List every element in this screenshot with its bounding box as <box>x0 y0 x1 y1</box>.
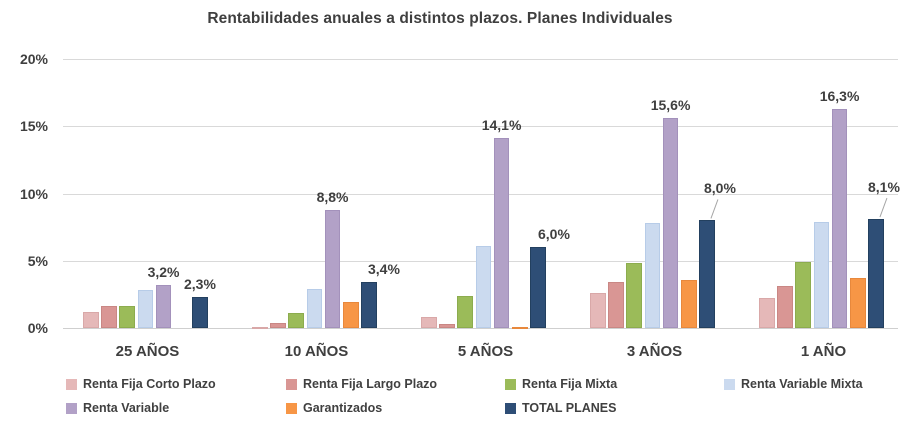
bar-renta-fija-mixta-3-a-os <box>626 263 642 328</box>
legend-label-renta-variable-mixta: Renta Variable Mixta <box>741 377 863 391</box>
chart-title: Rentabilidades anuales a distintos plazo… <box>207 10 673 27</box>
data-label-renta-variable-1-a-o: 16,3% <box>819 87 860 104</box>
bar-garantizados-10-a-os <box>343 302 359 328</box>
legend-swatch-renta-fija-mixta <box>505 378 516 390</box>
gridline-10 <box>63 193 898 195</box>
bar-renta-fija-largo-plazo-3-a-os <box>608 282 624 328</box>
leader-line-1-a-o <box>879 197 888 218</box>
bar-renta-variable-mixta-5-a-os <box>475 245 492 328</box>
bar-renta-fija-corto-plazo-10-a-os <box>252 326 268 329</box>
data-label-total-planes-10-a-os: 3,4% <box>367 261 400 278</box>
legend-swatch-garantizados <box>286 402 297 414</box>
legend-item-renta-variable: Renta Variable <box>66 401 169 415</box>
bar-renta-variable-mixta-10-a-os <box>306 288 323 328</box>
gridline-15 <box>63 126 898 128</box>
bar-renta-fija-corto-plazo-1-a-o <box>759 298 775 328</box>
bar-renta-fija-mixta-25-a-os <box>119 306 135 328</box>
bar-renta-fija-corto-plazo-25-a-os <box>83 311 99 328</box>
bar-renta-variable-mixta-25-a-os <box>137 290 154 328</box>
y-axis-tick-10: 10% <box>19 185 48 202</box>
legend-label-renta-fija-largo-plazo: Renta Fija Largo Plazo <box>303 377 438 391</box>
legend-item-renta-variable-mixta: Renta Variable Mixta <box>724 377 863 391</box>
bar-renta-fija-largo-plazo-10-a-os <box>270 322 286 328</box>
leader-line-3-a-os <box>710 199 719 219</box>
bar-renta-variable-mixta-3-a-os <box>644 223 661 328</box>
legend-swatch-total-planes <box>505 402 516 414</box>
bar-renta-variable-3-a-os <box>662 118 679 328</box>
data-label-total-planes-3-a-os: 8,0% <box>703 180 736 197</box>
y-axis-tick-20: 20% <box>19 51 48 67</box>
bar-renta-fija-largo-plazo-1-a-o <box>777 286 793 328</box>
bar-total-planes-3-a-os <box>699 220 715 328</box>
y-axis-tick-5: 5% <box>27 252 48 269</box>
data-label-total-planes-25-a-os: 2,3% <box>183 276 216 293</box>
legend-item-garantizados: Garantizados <box>286 401 382 415</box>
bar-renta-fija-corto-plazo-5-a-os <box>421 317 437 328</box>
y-axis-tick-15: 15% <box>19 118 48 135</box>
legend-swatch-renta-variable-mixta <box>724 378 735 390</box>
bar-total-planes-10-a-os <box>361 282 377 328</box>
legend-label-renta-fija-corto-plazo: Renta Fija Corto Plazo <box>83 377 216 391</box>
legend-item-renta-fija-largo-plazo: Renta Fija Largo Plazo <box>286 377 437 391</box>
bar-total-planes-25-a-os <box>192 297 208 328</box>
data-label-renta-variable-5-a-os: 14,1% <box>481 117 522 134</box>
data-label-renta-variable-25-a-os: 3,2% <box>147 263 180 280</box>
bar-renta-fija-mixta-5-a-os <box>457 295 473 328</box>
bar-garantizados-5-a-os <box>512 326 528 329</box>
x-axis-label-10-a-os: 10 AÑOS <box>284 343 349 360</box>
data-label-total-planes-1-a-o: 8,1% <box>867 179 900 196</box>
legend-swatch-renta-fija-corto-plazo <box>66 378 77 390</box>
bar-renta-fija-largo-plazo-25-a-os <box>101 306 117 328</box>
legend-item-renta-fija-mixta: Renta Fija Mixta <box>505 377 617 391</box>
x-axis-label-5-a-os: 5 AÑOS <box>457 343 514 360</box>
legend-label-renta-variable: Renta Variable <box>83 401 170 415</box>
bar-total-planes-1-a-o <box>868 219 884 328</box>
legend-swatch-renta-fija-largo-plazo <box>286 378 297 390</box>
gridline-20 <box>63 59 898 60</box>
bar-renta-fija-largo-plazo-5-a-os <box>439 323 455 328</box>
bar-renta-variable-1-a-o <box>831 108 848 328</box>
y-axis-tick-0: 0% <box>27 320 48 336</box>
bar-renta-variable-10-a-os <box>324 209 341 328</box>
legend-item-renta-fija-corto-plazo: Renta Fija Corto Plazo <box>66 377 216 391</box>
data-label-renta-variable-3-a-os: 15,6% <box>650 97 691 114</box>
x-axis-label-1-a-o: 1 AÑO <box>800 343 847 360</box>
data-label-total-planes-5-a-os: 6,0% <box>537 226 570 243</box>
bar-renta-variable-25-a-os <box>155 284 172 328</box>
legend-item-total-planes: TOTAL PLANES <box>505 401 616 415</box>
gridline-0 <box>63 328 898 329</box>
x-axis-label-3-a-os: 3 AÑOS <box>626 343 683 360</box>
bar-renta-fija-mixta-1-a-o <box>795 262 811 328</box>
legend-label-total-planes: TOTAL PLANES <box>522 401 617 415</box>
bar-garantizados-1-a-o <box>850 278 866 328</box>
bar-garantizados-3-a-os <box>681 279 697 328</box>
legend-swatch-renta-variable <box>66 402 77 414</box>
legend-label-renta-fija-mixta: Renta Fija Mixta <box>522 377 618 391</box>
bar-renta-fija-corto-plazo-3-a-os <box>590 293 606 328</box>
x-axis-label-25-a-os: 25 AÑOS <box>115 343 180 360</box>
data-label-renta-variable-10-a-os: 8,8% <box>316 188 349 205</box>
bar-renta-variable-5-a-os <box>493 138 510 328</box>
bar-renta-variable-mixta-1-a-o <box>813 221 830 328</box>
bar-renta-fija-mixta-10-a-os <box>288 313 304 328</box>
legend-label-garantizados: Garantizados <box>303 401 383 415</box>
bar-total-planes-5-a-os <box>530 247 546 328</box>
